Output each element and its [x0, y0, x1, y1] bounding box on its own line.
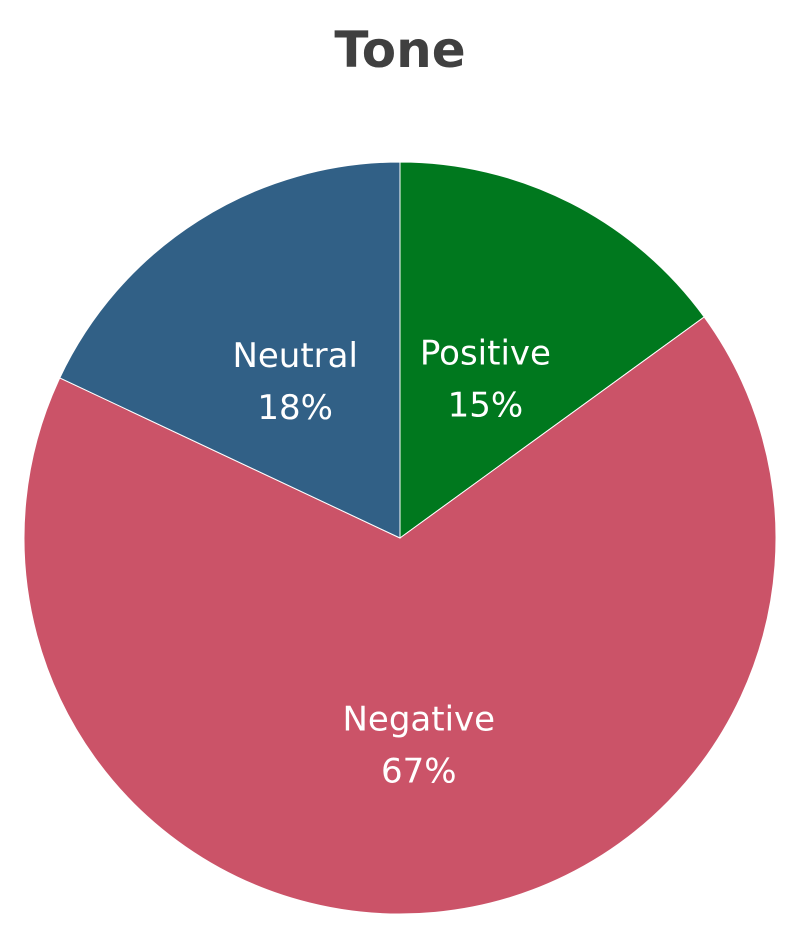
slice-percent-neutral: 18% [257, 388, 333, 428]
slice-percent-positive: 15% [448, 386, 524, 426]
chart-title: Tone [334, 21, 466, 79]
slice-label-negative: Negative [343, 699, 496, 739]
pie-slice-neutral [59, 161, 401, 539]
slice-label-positive: Positive [420, 334, 551, 374]
pie-slice-positive [399, 161, 705, 539]
slice-label-neutral: Neutral [232, 336, 358, 376]
pie-slices [23, 161, 777, 915]
pie-slice-negative [23, 316, 777, 915]
slice-percent-negative: 67% [381, 751, 457, 791]
pie-labels: Positive 15% Negative 67% Neutral 18% [232, 334, 550, 792]
